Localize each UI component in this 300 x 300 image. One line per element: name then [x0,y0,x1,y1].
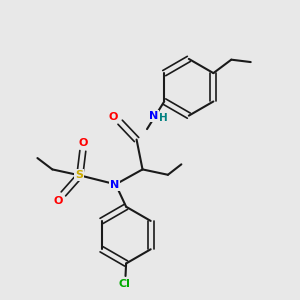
Text: S: S [75,170,83,180]
Text: N: N [149,111,158,121]
Text: N: N [110,180,119,190]
Text: H: H [160,112,168,122]
Text: O: O [54,196,63,206]
Text: O: O [78,138,88,148]
Text: Cl: Cl [119,279,130,289]
Text: O: O [109,112,118,122]
